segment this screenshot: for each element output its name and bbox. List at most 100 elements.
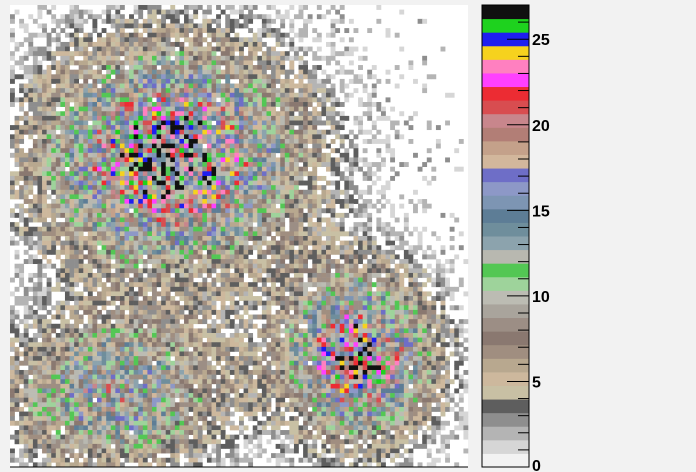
heatmap-cell (174, 152, 180, 158)
heatmap-cell (243, 259, 249, 265)
heatmap-cell (307, 217, 313, 223)
heatmap-cell (229, 129, 235, 135)
heatmap-cell (147, 51, 153, 57)
heatmap-cell (142, 157, 148, 163)
heatmap-cell (138, 236, 144, 241)
heatmap-cell (74, 175, 79, 181)
heatmap-cell (55, 189, 61, 195)
heatmap-cell (220, 226, 226, 232)
heatmap-cell (248, 28, 254, 34)
heatmap-cell (321, 185, 327, 191)
heatmap-cell (225, 138, 231, 144)
heatmap-cell (271, 300, 276, 306)
heatmap-cell (202, 319, 208, 325)
heatmap-cell (330, 32, 336, 38)
heatmap-cell (257, 236, 263, 241)
heatmap-cell (133, 189, 139, 195)
heatmap-cell (60, 314, 66, 320)
heatmap-cell (220, 236, 226, 241)
heatmap-cell (298, 291, 304, 297)
heatmap-cell (408, 259, 414, 265)
heatmap-cell (193, 60, 199, 66)
heatmap-cell (110, 263, 116, 269)
heatmap-cell (307, 240, 313, 246)
heatmap-cell (83, 74, 89, 80)
heatmap-cell (422, 162, 428, 167)
heatmap-cell (78, 120, 84, 126)
heatmap-cell (371, 134, 377, 140)
heatmap-cell (97, 115, 102, 121)
heatmap-cell (119, 286, 125, 292)
heatmap-cell (239, 254, 244, 260)
heatmap-cell (64, 175, 70, 181)
heatmap-cell (97, 231, 102, 237)
heatmap-cell (399, 319, 405, 325)
heatmap-cell (14, 9, 20, 15)
heatmap-cell (42, 97, 47, 103)
heatmap-cell (321, 129, 327, 135)
heatmap-cell (10, 226, 15, 232)
heatmap-cell (110, 115, 116, 121)
heatmap-cell (55, 180, 61, 186)
heatmap-cell (394, 65, 400, 70)
heatmap-cell (326, 152, 331, 158)
heatmap-cell (74, 180, 79, 186)
heatmap-cell (92, 14, 98, 20)
heatmap-cell (261, 194, 267, 200)
heatmap-cell (335, 282, 341, 288)
heatmap-cell (193, 268, 199, 274)
heatmap-cell (229, 148, 235, 154)
heatmap-cell (110, 97, 116, 103)
heatmap-cell (188, 152, 194, 158)
heatmap-cell (174, 88, 180, 94)
heatmap-cell (179, 194, 185, 200)
heatmap-cell (106, 212, 112, 218)
heatmap-cell (188, 249, 194, 255)
heatmap-cell (32, 282, 38, 288)
heatmap-cell (358, 286, 363, 292)
heatmap-cell (211, 245, 217, 251)
heatmap-cell (92, 194, 98, 200)
heatmap-cell (376, 300, 382, 306)
heatmap-cell (211, 249, 217, 255)
heatmap-cell (151, 92, 157, 98)
heatmap-cell (293, 138, 299, 144)
heatmap-cell (97, 69, 102, 75)
heatmap-cell (403, 222, 409, 228)
heatmap-cell (307, 138, 313, 144)
heatmap-cell (284, 74, 290, 80)
heatmap-cell (211, 152, 217, 158)
heatmap-cell (284, 199, 290, 204)
heatmap-cell (142, 120, 148, 126)
heatmap-cell (78, 305, 84, 311)
heatmap-cell (307, 162, 313, 167)
heatmap-cell (14, 300, 20, 306)
heatmap-cell (87, 148, 93, 154)
heatmap-cell (371, 236, 377, 241)
heatmap-cell (37, 305, 43, 311)
heatmap-cell (69, 92, 75, 98)
heatmap-cell (261, 106, 267, 112)
heatmap-cell (179, 263, 185, 269)
heatmap-cell (353, 254, 359, 260)
heatmap-cell (358, 115, 363, 121)
heatmap-cell (225, 74, 231, 80)
heatmap-cell (243, 134, 249, 140)
heatmap-cell (170, 226, 176, 232)
heatmap-cell (344, 134, 350, 140)
heatmap-cell (234, 222, 240, 228)
heatmap-cell (275, 97, 281, 103)
heatmap-cell (293, 309, 299, 315)
heatmap-cell (138, 92, 144, 98)
heatmap-cell (129, 231, 134, 237)
heatmap-cell (248, 65, 254, 70)
heatmap-cell (74, 74, 79, 80)
heatmap-cell (234, 212, 240, 218)
heatmap-cell (239, 286, 244, 292)
heatmap-cell (266, 111, 272, 117)
heatmap-cell (133, 51, 139, 57)
heatmap-cell (225, 212, 231, 218)
heatmap-cell (14, 41, 20, 47)
heatmap-cell (179, 138, 185, 144)
heatmap-cell (298, 263, 304, 269)
